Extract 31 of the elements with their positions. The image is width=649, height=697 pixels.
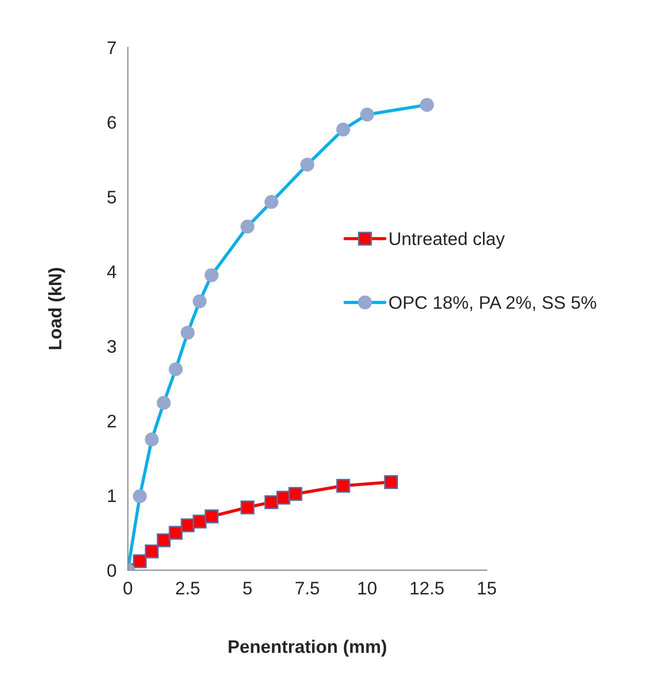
point bbox=[156, 533, 171, 548]
y-axis-title: Load (kN) bbox=[48, 268, 66, 350]
x-axis-title: Penentration (mm) bbox=[228, 640, 386, 657]
y-tick-label: 3 bbox=[107, 340, 116, 353]
point bbox=[288, 487, 302, 501]
x-tick-label: 15 bbox=[478, 582, 496, 595]
x-tick-label: 2.5 bbox=[176, 582, 200, 595]
x-tick-label: 0 bbox=[124, 582, 132, 595]
legend-label: Untreated clay bbox=[390, 232, 505, 249]
x-tick-label: 12.5 bbox=[410, 582, 444, 595]
point bbox=[336, 478, 350, 493]
y-tick-label: 0 bbox=[107, 564, 116, 577]
point bbox=[144, 544, 159, 558]
point bbox=[132, 554, 147, 568]
point bbox=[264, 495, 278, 510]
x-tick-label: 5 bbox=[243, 582, 252, 595]
y-tick-label: 1 bbox=[108, 490, 116, 502]
point bbox=[384, 475, 398, 489]
point bbox=[168, 526, 183, 540]
y-tick-label: 4 bbox=[107, 266, 116, 278]
point bbox=[180, 518, 195, 532]
point bbox=[240, 500, 254, 514]
legend-label: OPC 18%, PA 2%, SS 5% bbox=[389, 296, 596, 312]
point bbox=[192, 514, 207, 529]
y-tick-label: 2 bbox=[108, 414, 116, 428]
y-tick-label: 7 bbox=[108, 42, 116, 54]
point bbox=[204, 509, 219, 524]
y-tick-label: 5 bbox=[107, 190, 116, 204]
x-tick-label: 10 bbox=[358, 582, 376, 595]
y-tick-label: 6 bbox=[108, 116, 116, 129]
x-tick-label: 7.5 bbox=[296, 582, 320, 595]
